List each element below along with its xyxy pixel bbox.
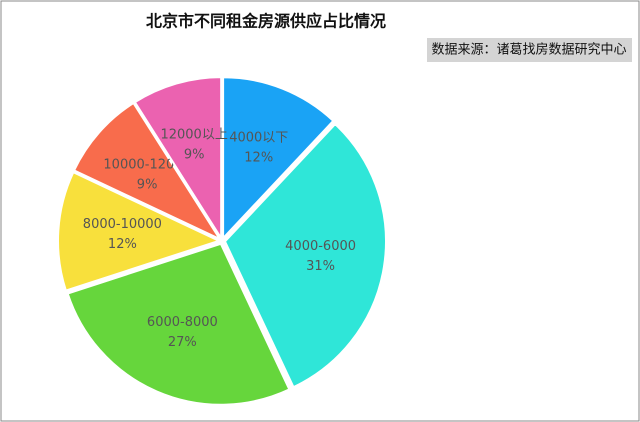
source-note: 数据来源：诸葛找房数据研究中心 [431, 42, 626, 58]
source-box [427, 38, 632, 62]
value-label: 9% [184, 148, 205, 163]
value-label: 31% [306, 259, 335, 274]
pie-slice [133, 76, 223, 242]
slice-label: 4000以下 [229, 131, 288, 146]
value-label: 12% [108, 237, 137, 252]
pie-slice [72, 101, 223, 242]
pie-slice [223, 122, 387, 389]
slice-label: 6000-8000 [147, 315, 218, 330]
pie-slice [66, 242, 291, 406]
slice-label: 4000-6000 [285, 239, 356, 254]
value-label: 9% [137, 177, 158, 192]
chart-title: 北京市不同租金房源供应占比情况 [146, 12, 386, 31]
slice-label: 10000-12000 [103, 157, 190, 172]
slice-label: 12000以上 [160, 128, 227, 143]
pie-slice [222, 76, 335, 241]
value-label: 12% [244, 151, 273, 166]
pie-slice [57, 170, 222, 292]
slice-label: 8000-10000 [83, 217, 162, 232]
value-label: 27% [168, 335, 197, 350]
